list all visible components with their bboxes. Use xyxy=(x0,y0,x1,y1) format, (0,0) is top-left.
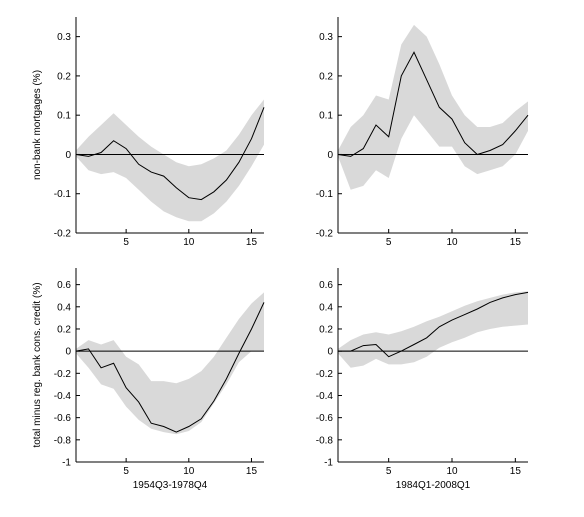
x-tick-label: 15 xyxy=(510,237,522,248)
y-tick-label: 0.6 xyxy=(57,280,71,291)
y-tick-label: 0 xyxy=(327,150,333,161)
y-tick-label: 0.1 xyxy=(319,111,333,122)
panel-top-right: -0.2 -0.1 0 0.1 0.2 0.3 5 10 15 xyxy=(316,17,529,248)
estimate-line xyxy=(75,302,265,433)
estimate-line xyxy=(338,291,529,358)
x-tick-label: 5 xyxy=(123,237,129,248)
confidence-band xyxy=(76,99,264,222)
y-axis-label: total minus reg. bank cons. credit (%) xyxy=(32,282,43,447)
y-tick-label: 0.3 xyxy=(57,32,71,43)
x-tick-label: 15 xyxy=(510,466,522,477)
panel-top-left: -0.2 -0.1 0 0.1 0.2 0.3 5 10 15 non-bank mortgage… xyxy=(32,17,265,248)
y-tick-label: -0.8 xyxy=(316,435,334,446)
y-tick-label: -0.2 xyxy=(316,229,334,240)
x-tick-label: 15 xyxy=(246,466,258,477)
y-axis-label: non-bank mortgages (%) xyxy=(32,70,43,180)
x-tick-label: 5 xyxy=(123,466,129,477)
y-tick-label: -0.2 xyxy=(316,369,334,380)
y-tick-label: -0.6 xyxy=(54,413,72,424)
y-tick-label: -1 xyxy=(62,458,71,469)
x-axis-label: 1984Q1-2008Q1 xyxy=(396,480,471,491)
y-tick-label: 0.1 xyxy=(57,111,71,122)
x-tick-label: 5 xyxy=(386,237,392,248)
y-tick-label: 0.2 xyxy=(57,71,71,82)
y-tick-label: -0.2 xyxy=(54,229,72,240)
estimate-line xyxy=(337,51,529,157)
y-tick-label: -0.8 xyxy=(54,435,72,446)
y-tick-label: 0.6 xyxy=(319,280,333,291)
x-tick-label: 10 xyxy=(446,237,458,248)
estimate-line xyxy=(75,107,265,201)
panel-bottom-right: -1 -0.8 -0.6 -0.4 -0.2 0 0.2 0.4 0.6 5 10 15 1984Q1-… xyxy=(316,268,529,491)
x-axis-label: 1954Q3-1978Q4 xyxy=(133,480,208,491)
y-tick-label: 0.3 xyxy=(319,32,333,43)
y-tick-label: 0 xyxy=(327,347,333,358)
y-tick-label: 0.2 xyxy=(319,324,333,335)
y-tick-label: -0.6 xyxy=(316,413,334,424)
x-tick-label: 10 xyxy=(183,466,195,477)
x-tick-label: 10 xyxy=(446,466,458,477)
confidence-band xyxy=(338,24,528,190)
y-tick-label: 0.2 xyxy=(319,71,333,82)
x-tick-label: 10 xyxy=(183,237,195,248)
y-tick-label: 0 xyxy=(65,150,71,161)
x-tick-label: 5 xyxy=(386,466,392,477)
y-tick-label: -0.1 xyxy=(54,189,72,200)
y-tick-label: -0.4 xyxy=(316,391,334,402)
y-tick-label: 0.2 xyxy=(57,324,71,335)
panel-bottom-left: -1 -0.8 -0.6 -0.4 -0.2 0 0.2 0.4 0.6 5 10 15 total m… xyxy=(32,268,265,491)
y-tick-label: 0.4 xyxy=(57,302,71,313)
confidence-band xyxy=(76,292,264,435)
x-tick-label: 15 xyxy=(246,237,258,248)
y-tick-label: -0.2 xyxy=(54,369,72,380)
confidence-band xyxy=(338,291,528,368)
y-tick-label: 0 xyxy=(65,347,71,358)
y-tick-label: -0.4 xyxy=(54,391,72,402)
y-tick-label: -0.1 xyxy=(316,189,334,200)
y-tick-label: 0.4 xyxy=(319,302,333,313)
y-tick-label: -1 xyxy=(324,458,333,469)
